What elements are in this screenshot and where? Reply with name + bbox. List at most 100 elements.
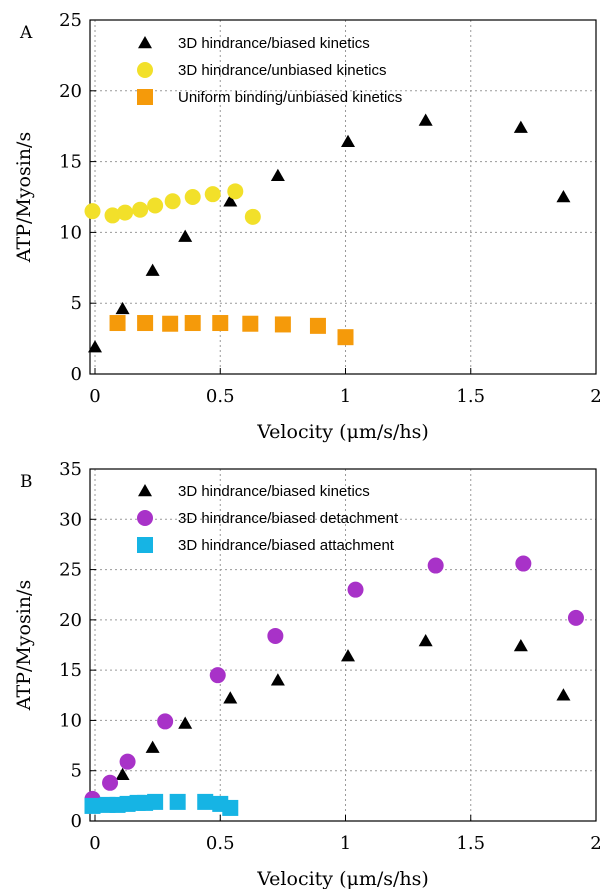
legend-marker	[137, 89, 153, 105]
data-point	[341, 134, 356, 148]
x-tick-label: 0.5	[206, 833, 235, 854]
data-point	[109, 315, 126, 332]
y-tick-label: 30	[59, 509, 82, 530]
data-point	[137, 315, 154, 332]
data-point	[418, 633, 433, 647]
data-point	[88, 340, 103, 353]
y-axis-title: ATP/Myosin/s	[13, 132, 35, 263]
data-point	[427, 557, 444, 574]
data-point	[418, 113, 433, 126]
y-tick-label: 15	[59, 660, 82, 681]
data-point	[119, 753, 136, 770]
x-tick-label: 1.5	[456, 386, 485, 407]
data-point	[274, 316, 291, 333]
legend-label: 3D hindrance/biased kinetics	[178, 483, 370, 500]
legend-label: 3D hindrance/unbiased kinetics	[178, 62, 386, 79]
data-point	[556, 688, 571, 701]
data-point	[337, 329, 354, 346]
data-point	[267, 627, 284, 644]
grid-lines	[90, 469, 596, 821]
data-point	[157, 713, 174, 730]
series-square	[84, 793, 239, 816]
series-square	[109, 315, 354, 346]
legend-marker	[137, 510, 153, 526]
y-tick-label: 20	[59, 610, 82, 631]
data-point	[270, 168, 285, 182]
data-point	[204, 186, 221, 203]
x-tick-label: 1	[340, 833, 351, 854]
y-tick-label: 20	[59, 81, 82, 102]
series-circle	[84, 183, 261, 225]
legend-marker	[137, 537, 153, 553]
legend-marker	[138, 484, 152, 497]
x-tick-label: 1.5	[456, 833, 485, 854]
data-point	[145, 263, 160, 276]
data-point	[115, 301, 130, 315]
series-circle	[84, 555, 584, 807]
y-tick-label: 5	[71, 761, 82, 782]
data-point	[513, 639, 528, 652]
data-point	[84, 797, 101, 814]
data-point	[184, 315, 201, 332]
grid-lines	[90, 20, 596, 374]
y-tick-label: 15	[59, 152, 82, 173]
y-tick-label: 25	[59, 560, 82, 581]
data-point	[162, 315, 179, 332]
data-point	[197, 793, 214, 810]
plot-frame	[89, 19, 597, 375]
legend: 3D hindrance/biased kinetics 3D hindrance…	[137, 35, 402, 106]
data-point	[115, 767, 130, 780]
legend-label: Uniform binding/unbiased kinetics	[178, 89, 402, 106]
data-point	[84, 203, 101, 220]
data-point	[164, 193, 181, 210]
data-point	[178, 229, 193, 242]
data-point	[341, 649, 356, 662]
x-tick-label: 2	[590, 386, 601, 407]
plot-frame	[89, 468, 597, 822]
x-tick-label: 0	[89, 386, 100, 407]
y-tick-label: 5	[71, 293, 82, 314]
data-point	[147, 793, 164, 810]
legend-label: 3D hindrance/biased kinetics	[178, 35, 370, 52]
x-axis-title: Velocity (μm/s/hs)	[256, 421, 429, 443]
data-point	[515, 555, 532, 572]
data-point	[223, 691, 238, 704]
y-tick-label: 0	[71, 811, 82, 832]
data-point	[242, 315, 259, 332]
data-point	[212, 315, 229, 332]
legend: 3D hindrance/biased kinetics 3D hindrance…	[137, 483, 399, 554]
data-point	[104, 207, 121, 224]
legend-label: 3D hindrance/biased attachment	[178, 537, 395, 554]
y-tick-label: 25	[59, 10, 82, 31]
panel-label: B	[20, 472, 33, 492]
data-point	[347, 581, 364, 598]
x-tick-label: 0.5	[206, 386, 235, 407]
x-tick-label: 0	[89, 833, 100, 854]
data-point	[270, 673, 285, 686]
data-point	[184, 189, 201, 205]
data-point	[209, 667, 226, 684]
data-point	[102, 774, 119, 791]
data-point	[556, 190, 571, 203]
series-triangle	[88, 113, 571, 353]
y-axis-title: ATP/Myosin/s	[13, 580, 35, 711]
x-tick-label: 2	[590, 833, 601, 854]
y-tick-label: 10	[59, 222, 82, 243]
y-tick-label: 10	[59, 710, 82, 731]
y-tick-label: 35	[59, 459, 82, 480]
y-tick-label: 0	[71, 364, 82, 385]
data-point	[145, 740, 160, 753]
data-point	[244, 208, 261, 225]
legend-label: 3D hindrance/biased detachment	[178, 510, 399, 527]
legend-marker	[138, 36, 152, 49]
data-point	[227, 183, 244, 200]
data-point	[513, 120, 528, 133]
x-axis-title: Velocity (μm/s/hs)	[256, 868, 429, 889]
data-point	[169, 793, 186, 810]
data-point	[117, 204, 134, 221]
legend-marker	[137, 62, 153, 78]
data-point	[309, 317, 326, 334]
